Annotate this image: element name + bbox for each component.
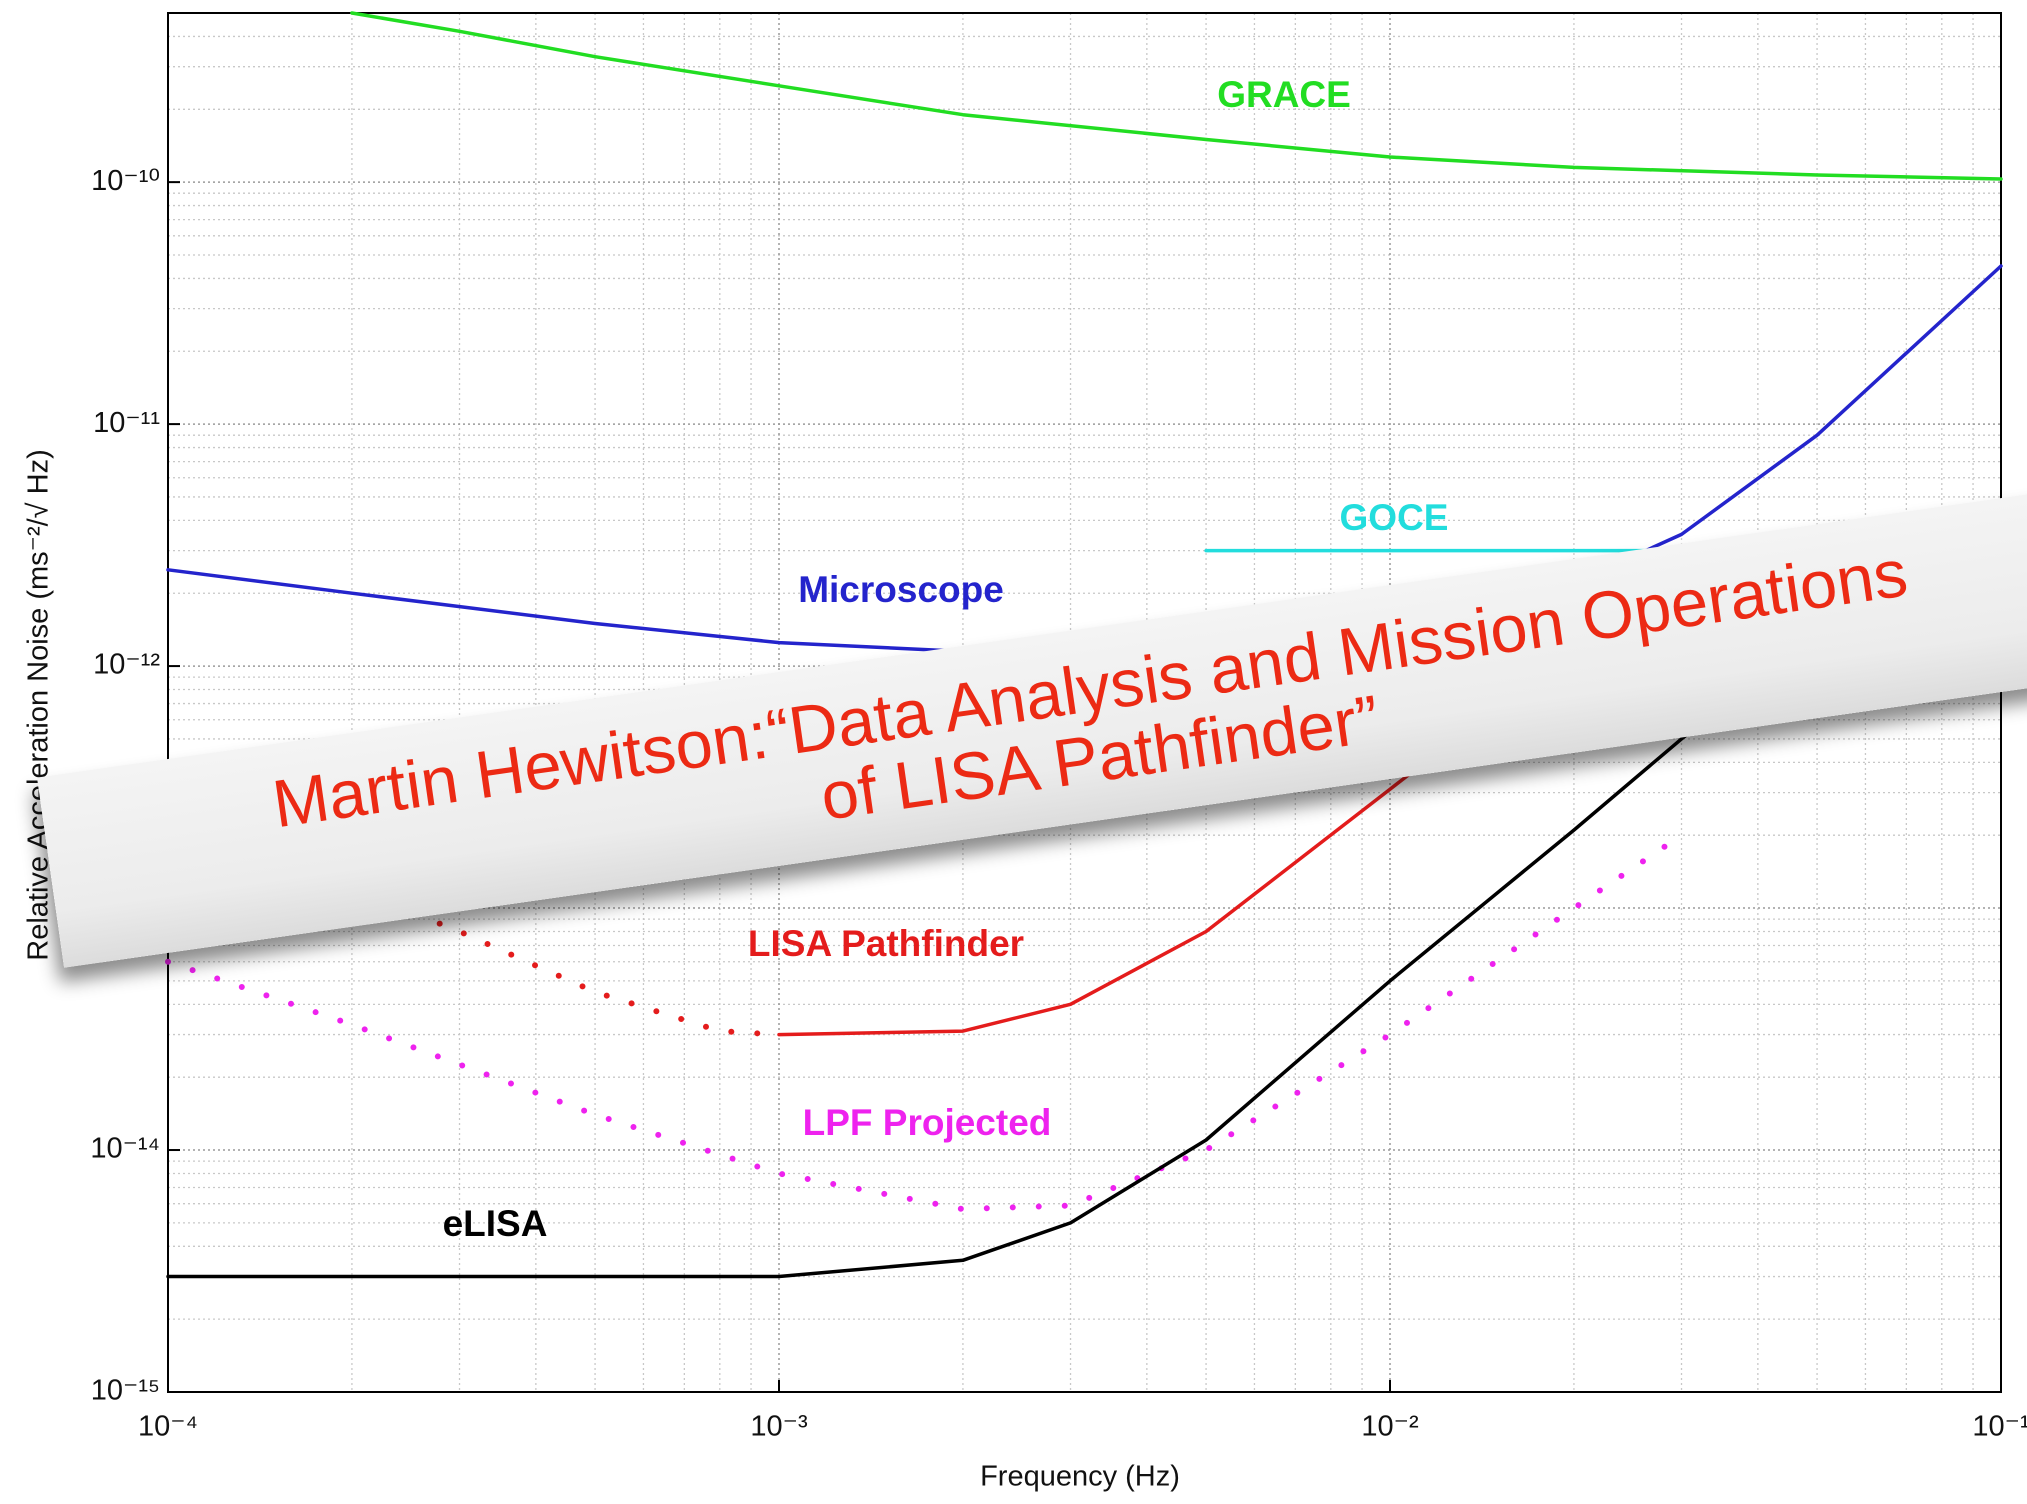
series-label: LISA Pathfinder [748, 923, 1024, 964]
series-label: GRACE [1217, 74, 1351, 115]
y-axis-label: Relative Acceleration Noise (ms⁻²/√ Hz) [23, 449, 55, 960]
y-tick-label: 10⁻¹⁰ [91, 165, 160, 197]
y-tick-label: 10⁻¹⁵ [91, 1375, 160, 1407]
x-tick-label: 10⁻³ [750, 1411, 808, 1443]
y-tick-label: 10⁻¹¹ [93, 407, 160, 439]
x-tick-label: 10⁻² [1361, 1411, 1419, 1443]
x-tick-label: 10⁻¹ [1972, 1411, 2027, 1443]
x-axis-label: Frequency (Hz) [980, 1461, 1180, 1493]
series-line [166, 628, 1819, 1279]
series-line [165, 832, 782, 1038]
series-label: LPF Projected [803, 1102, 1052, 1143]
y-tick-label: 10⁻¹² [93, 649, 160, 681]
plot-frame [167, 12, 2002, 1393]
series-label: eLISA [443, 1203, 548, 1244]
series-label: GOCE [1340, 497, 1449, 538]
x-tick-label: 10⁻⁴ [138, 1411, 198, 1443]
series-line [350, 11, 2003, 181]
series-label: Microscope [798, 569, 1004, 610]
y-tick-label: 10⁻¹⁴ [90, 1133, 160, 1165]
